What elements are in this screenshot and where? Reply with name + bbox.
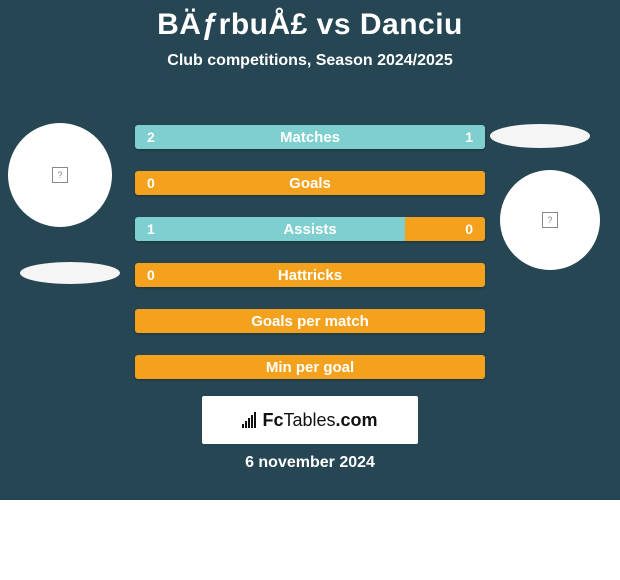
fctables-logo: FcTables.com [202,396,418,444]
stat-right-segment: 0 [405,217,486,241]
stat-right-value: 1 [465,129,473,145]
stat-row: 21Matches [135,125,485,149]
stat-row: Goals per match [135,309,485,333]
stat-left-value: 0 [147,267,155,283]
logo-main: Tables [283,410,335,430]
stat-left-segment [135,309,485,333]
stat-left-value: 0 [147,175,155,191]
stat-left-segment: 1 [135,217,405,241]
stat-row: Min per goal [135,355,485,379]
stat-left-value: 1 [147,221,155,237]
image-placeholder-icon: ? [52,167,68,183]
stat-row: 10Assists [135,217,485,241]
player-right-avatar: ? [500,170,600,270]
comparison-infographic: BÄƒrbuÅ£ vs Danciu Club competitions, Se… [0,0,620,500]
stat-row: 0Hattricks [135,263,485,287]
logo-prefix: Fc [262,410,283,430]
logo-text: FcTables.com [262,410,377,431]
stat-left-segment: 2 [135,125,368,149]
bars-chart-icon [242,412,256,428]
stat-left-segment: 0 [135,263,485,287]
image-placeholder-icon: ? [542,212,558,228]
stat-right-value: 0 [465,221,473,237]
player-left-shadow [20,262,120,284]
subtitle: Club competitions, Season 2024/2025 [0,52,620,70]
player-left-avatar: ? [8,123,112,227]
stat-right-segment: 1 [368,125,485,149]
logo-suffix: .com [336,410,378,430]
stat-left-segment [135,355,485,379]
date-label: 6 november 2024 [0,454,620,472]
stat-left-value: 2 [147,129,155,145]
stat-row: 0Goals [135,171,485,195]
stat-bars: 21Matches0Goals10Assists0HattricksGoals … [135,125,485,401]
player-right-shadow [490,124,590,148]
stat-left-segment: 0 [135,171,485,195]
page-title: BÄƒrbuÅ£ vs Danciu [0,8,620,42]
